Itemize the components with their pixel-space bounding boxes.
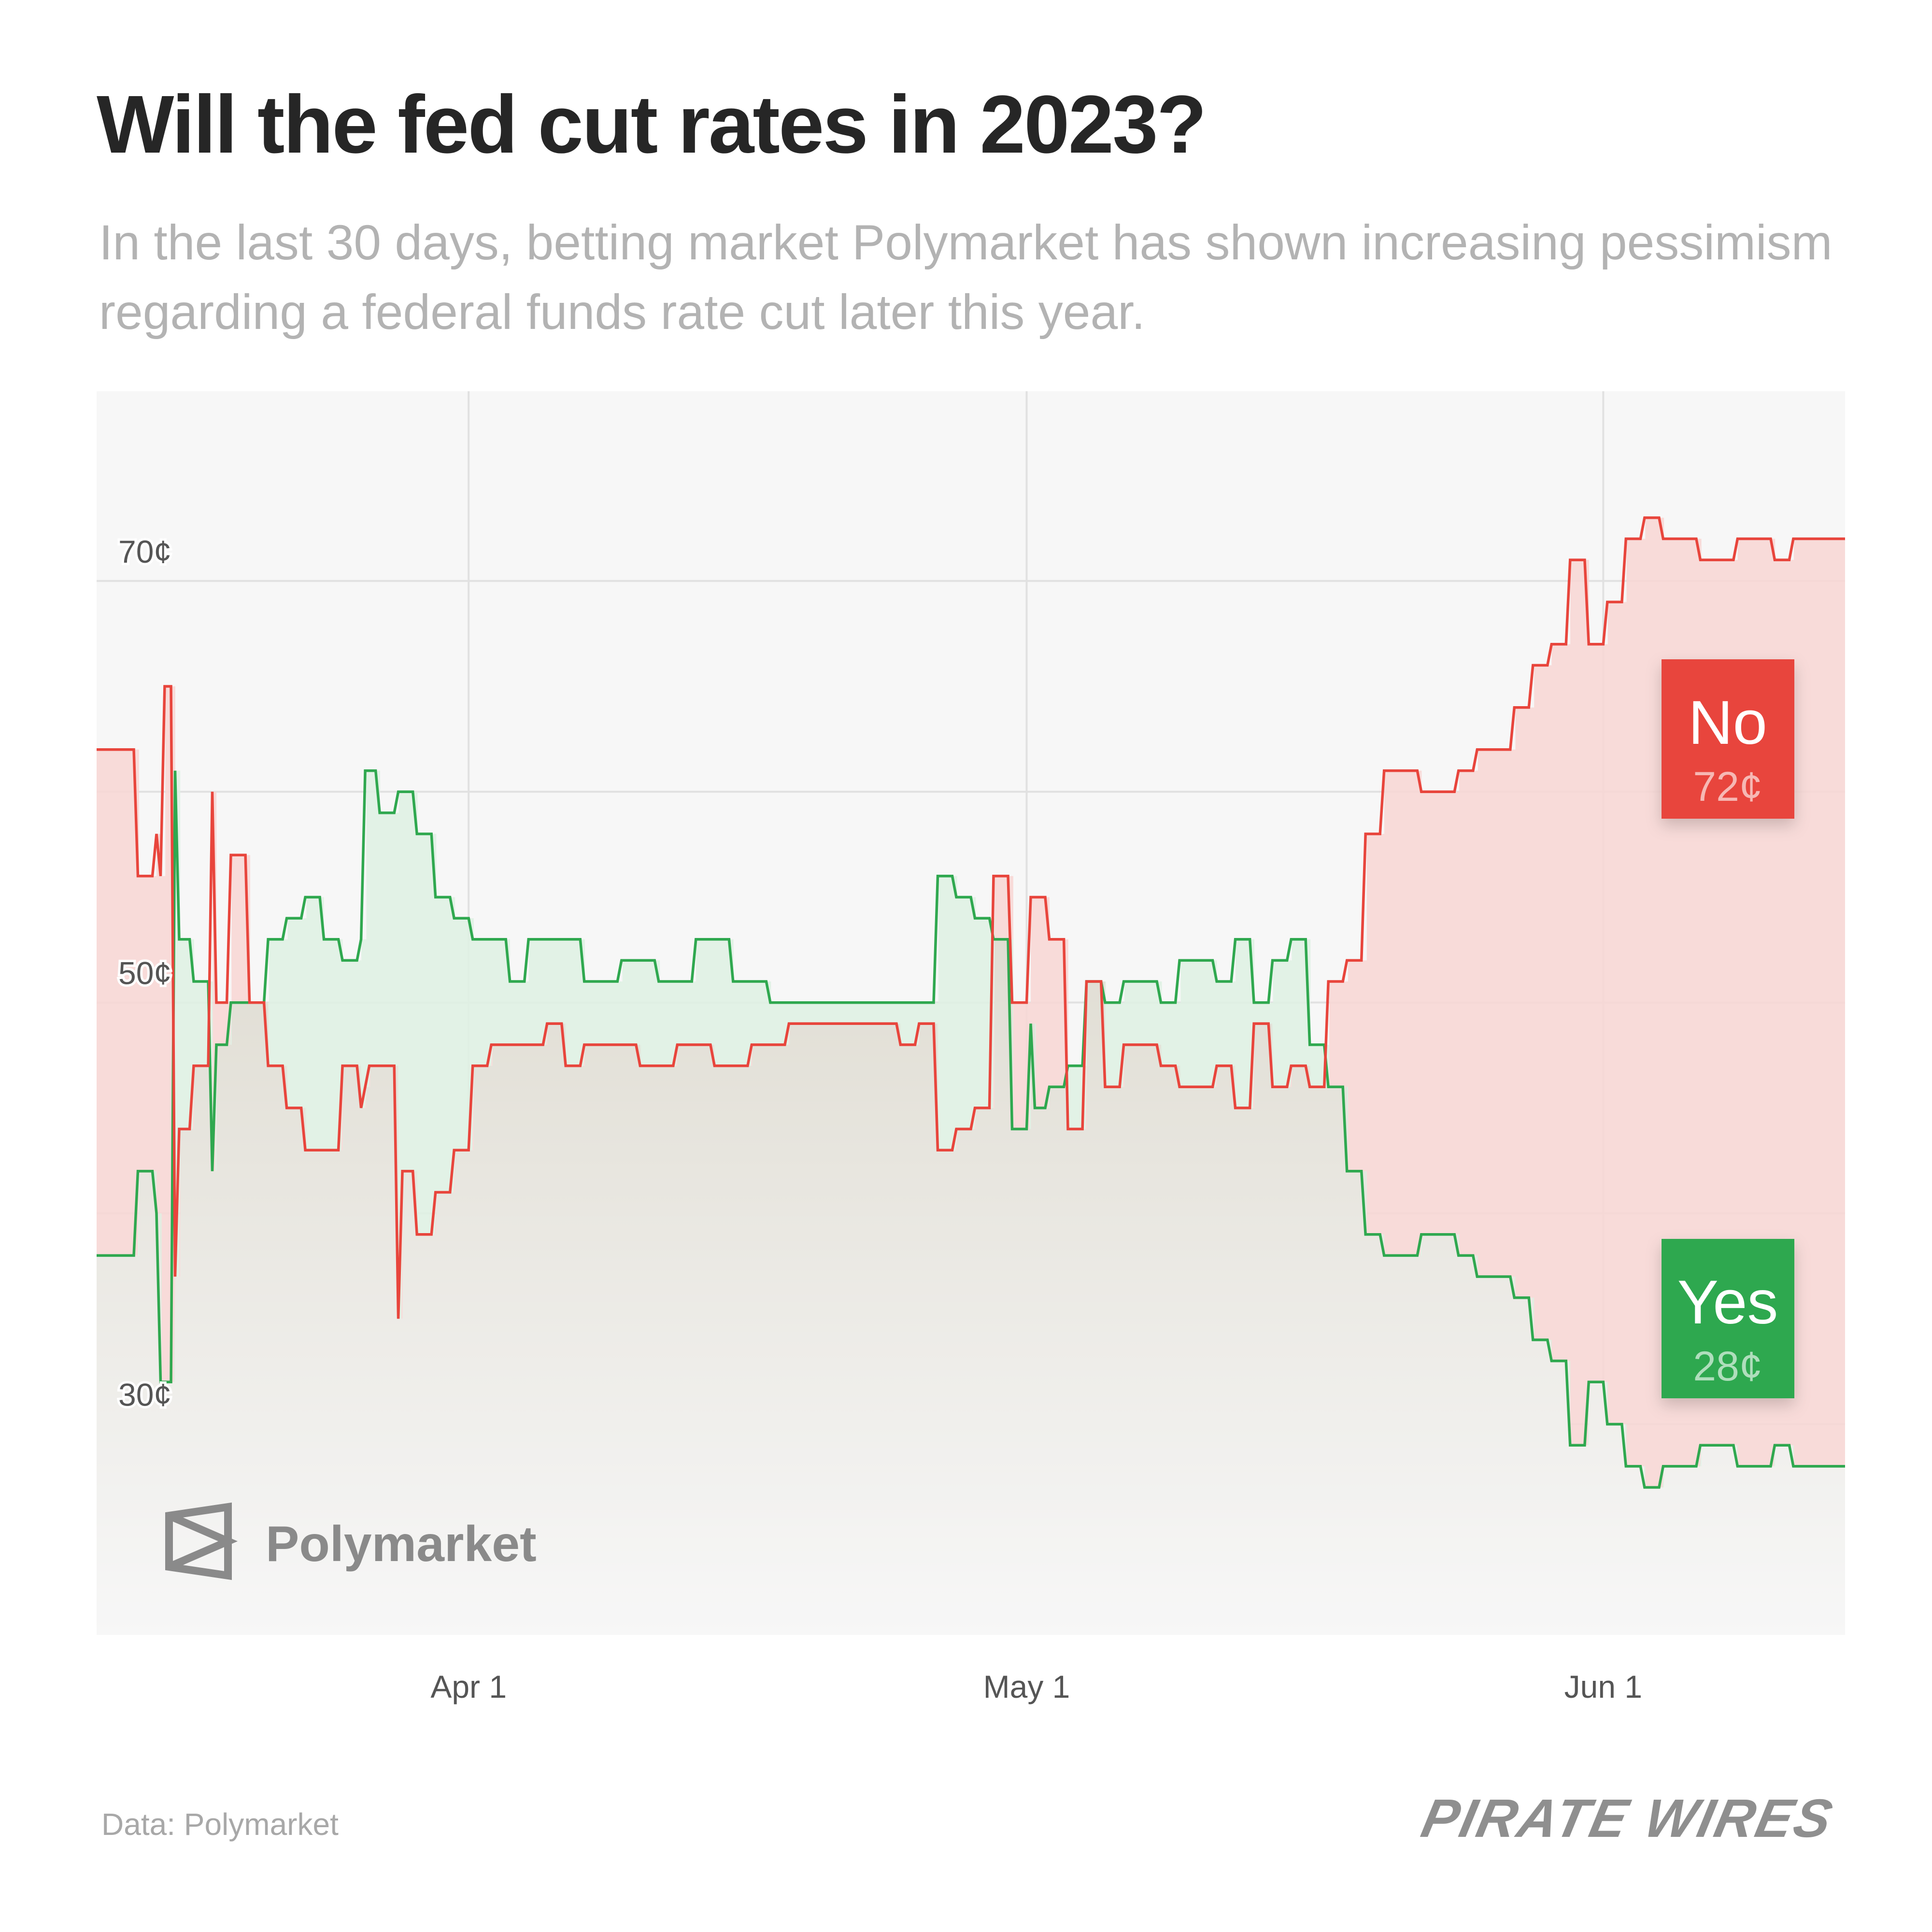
y-tick-label: 30¢ [118,1377,171,1413]
y-tick-label: 70¢ [118,534,171,569]
no-badge: No 72¢ [1662,659,1794,819]
no-badge-box [1662,659,1794,819]
no-badge-value: 72¢ [1693,764,1762,810]
below-both-area [97,939,1845,1635]
yes-badge: Yes 28¢ [1662,1239,1794,1398]
yes-badge-value: 28¢ [1693,1343,1762,1390]
yes-lead-area [97,770,1845,1488]
no-badge-label: No [1688,688,1767,757]
series-lines [97,516,1845,1489]
pirate-wires-logo: PIRATE WIRES [1417,1788,1840,1848]
chart-subtitle: In the last 30 days, betting market Poly… [99,215,1833,340]
polymarket-watermark: Polymarket [165,1502,537,1580]
watermark-label: Polymarket [266,1516,537,1572]
x-axis-labels: Apr 1 May 1 Jun 1 [430,1669,1642,1705]
y-axis-labels: 70¢ 50¢ 30¢ [116,531,174,1415]
no-lead-area [97,517,1845,1488]
polymarket-logo-icon [165,1502,238,1580]
no-series-line [97,516,1845,1319]
yes-badge-label: Yes [1677,1268,1778,1337]
last-value-badges: No 72¢ Yes 28¢ [1662,659,1794,1398]
x-tick-label: May 1 [983,1669,1070,1705]
data-source: Data: Polymarket [101,1807,339,1842]
chart-title: Will the fed cut rates in 2023? [97,79,1207,170]
x-tick-label: Jun 1 [1564,1669,1642,1705]
x-tick-label: Apr 1 [430,1669,507,1705]
y-tick-label: 50¢ [118,955,171,991]
yes-series-line [97,769,1845,1489]
yes-badge-box [1662,1239,1794,1398]
